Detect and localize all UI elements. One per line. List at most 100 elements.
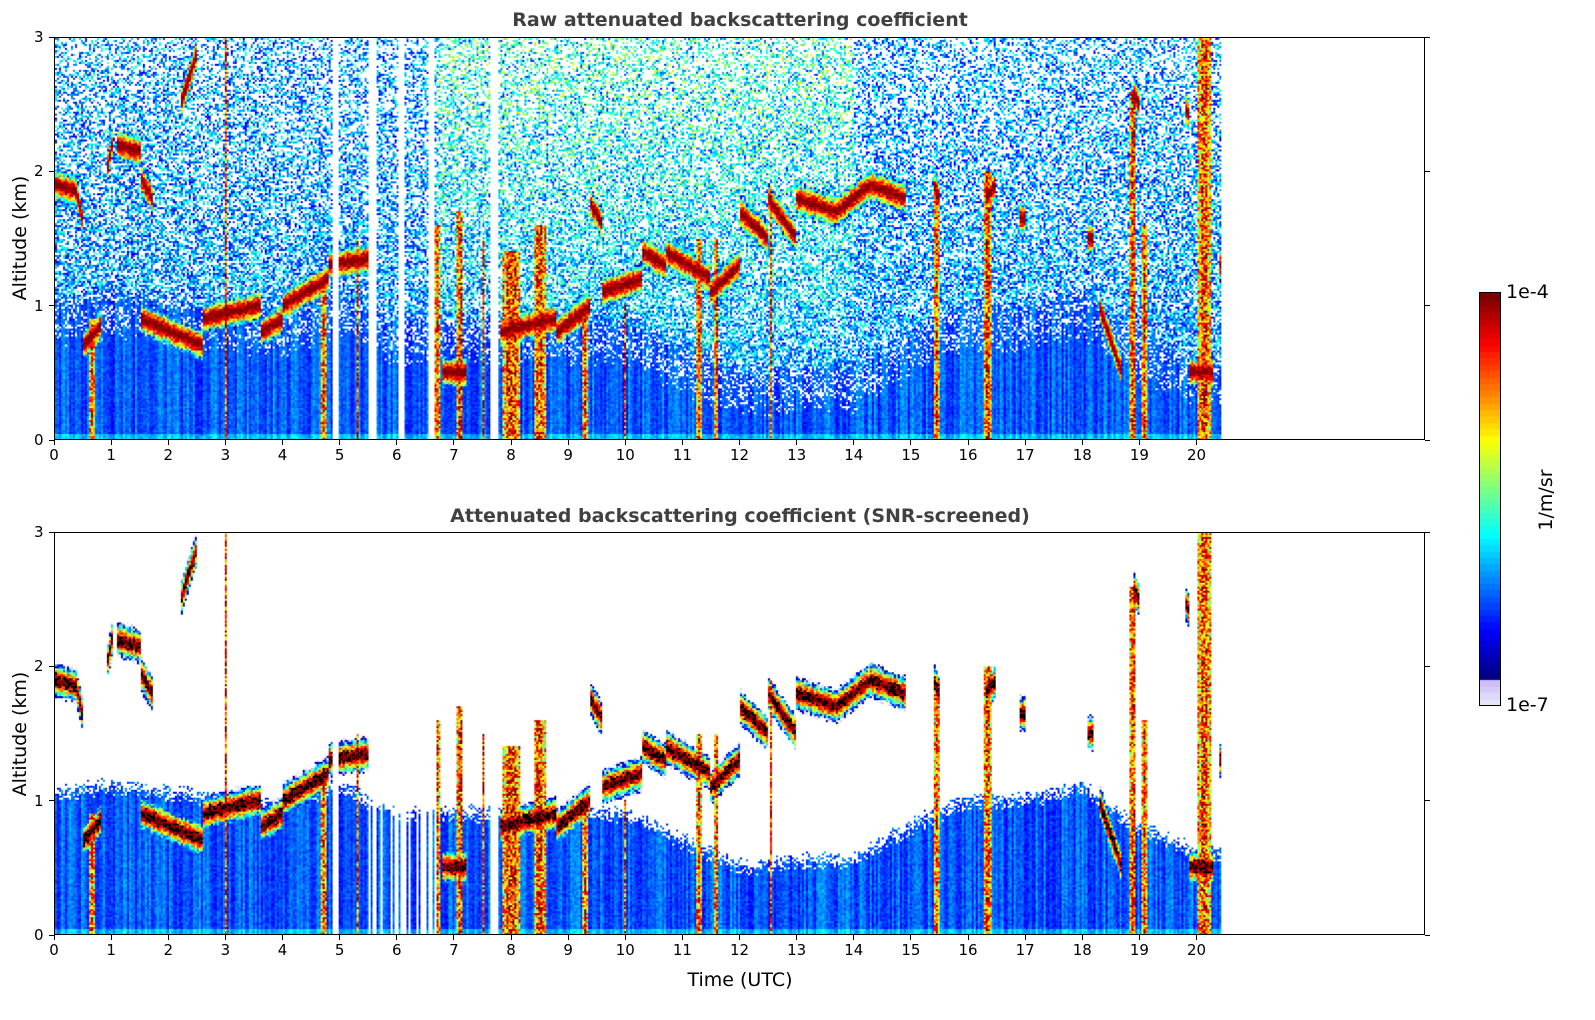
x-tick-label: 2 bbox=[163, 446, 174, 464]
x-tick-label: 13 bbox=[787, 941, 807, 959]
x-tick-label: 0 bbox=[49, 941, 59, 959]
x-tick-label: 9 bbox=[563, 446, 573, 464]
x-tick-label: 16 bbox=[958, 941, 978, 959]
y-tick-label: 0 bbox=[34, 431, 44, 449]
screened-backscatter-heatmap bbox=[55, 533, 1424, 934]
x-tick bbox=[282, 440, 283, 445]
x-tick bbox=[1138, 935, 1140, 940]
y-tick bbox=[49, 800, 54, 802]
x-tick bbox=[110, 440, 112, 445]
y-tick bbox=[49, 934, 54, 936]
colorbar-min-label: 1e-7 bbox=[1506, 694, 1549, 716]
x-tick bbox=[396, 935, 398, 940]
x-tick-label: 10 bbox=[615, 941, 635, 959]
y-tick-label: 3 bbox=[34, 28, 44, 46]
y-tick bbox=[49, 36, 54, 38]
x-tick bbox=[1196, 440, 1197, 445]
x-tick-label: 1 bbox=[106, 941, 116, 959]
y-tick bbox=[49, 439, 54, 441]
y-tick-label: 1 bbox=[34, 296, 44, 315]
y-tick-label: 2 bbox=[34, 162, 44, 181]
x-tick bbox=[967, 440, 969, 445]
top-y-axis-label: Altitude (km) bbox=[9, 175, 31, 301]
x-tick bbox=[1138, 440, 1140, 445]
raw-backscatter-plot bbox=[54, 37, 1425, 440]
x-tick bbox=[282, 935, 283, 940]
y-tick bbox=[1425, 665, 1430, 667]
y-tick bbox=[1425, 531, 1430, 533]
x-tick bbox=[567, 440, 569, 445]
y-tick bbox=[1425, 305, 1430, 307]
x-tick-label: 5 bbox=[334, 941, 345, 959]
y-tick bbox=[1425, 439, 1430, 441]
x-tick-label: 2 bbox=[163, 941, 174, 959]
y-tick bbox=[49, 531, 54, 533]
x-tick-label: 16 bbox=[958, 446, 978, 464]
x-tick-label: 4 bbox=[277, 941, 288, 959]
x-tick bbox=[339, 440, 341, 445]
x-tick-label: 6 bbox=[391, 446, 402, 464]
x-tick bbox=[167, 935, 169, 940]
x-tick bbox=[910, 440, 912, 445]
x-tick-label: 17 bbox=[1015, 941, 1035, 959]
x-tick-label: 12 bbox=[729, 941, 750, 959]
x-tick bbox=[624, 935, 626, 940]
x-tick-label: 1 bbox=[106, 446, 116, 464]
x-tick bbox=[510, 935, 512, 940]
x-tick bbox=[1024, 935, 1026, 940]
x-tick-label: 8 bbox=[506, 941, 516, 959]
x-tick-label: 15 bbox=[901, 941, 921, 959]
x-tick-label: 7 bbox=[449, 446, 459, 464]
x-tick bbox=[1081, 935, 1083, 940]
x-tick bbox=[1081, 440, 1083, 445]
x-tick-label: 3 bbox=[220, 446, 231, 464]
x-tick-label: 10 bbox=[615, 446, 635, 464]
x-tick bbox=[339, 935, 341, 940]
y-tick-label: 2 bbox=[34, 657, 44, 676]
y-tick-label: 0 bbox=[34, 926, 44, 944]
y-tick-label: 1 bbox=[34, 791, 44, 810]
x-tick-label: 9 bbox=[563, 941, 573, 959]
x-tick bbox=[1024, 440, 1026, 445]
x-tick-label: 20 bbox=[1186, 446, 1207, 464]
x-tick-label: 18 bbox=[1072, 446, 1092, 464]
screened-backscatter-plot bbox=[54, 532, 1425, 935]
x-tick-label: 12 bbox=[729, 446, 750, 464]
x-tick bbox=[567, 935, 569, 940]
y-tick bbox=[49, 665, 54, 667]
x-tick-label: 6 bbox=[391, 941, 402, 959]
x-tick-label: 17 bbox=[1015, 446, 1035, 464]
x-tick bbox=[796, 935, 798, 940]
x-axis-label: Time (UTC) bbox=[687, 969, 793, 991]
x-tick bbox=[453, 440, 455, 445]
x-tick bbox=[224, 440, 226, 445]
x-tick bbox=[110, 935, 112, 940]
x-tick bbox=[53, 935, 55, 940]
x-tick-label: 3 bbox=[220, 941, 231, 959]
colorbar-unit-label: 1/m/sr bbox=[1535, 469, 1557, 531]
x-tick bbox=[796, 440, 798, 445]
y-tick bbox=[49, 170, 54, 172]
x-tick-label: 14 bbox=[844, 446, 864, 464]
bottom-chart-title: Attenuated backscattering coefficient (S… bbox=[450, 505, 1030, 527]
bottom-y-axis-label: Altitude (km) bbox=[9, 671, 31, 797]
colorbar bbox=[1479, 292, 1501, 706]
x-tick bbox=[739, 935, 740, 940]
colorbar-max-label: 1e-4 bbox=[1506, 281, 1549, 303]
x-tick bbox=[396, 440, 398, 445]
y-tick bbox=[1425, 36, 1430, 38]
x-tick bbox=[853, 935, 855, 940]
x-tick bbox=[967, 935, 969, 940]
x-tick bbox=[681, 935, 683, 940]
x-tick-label: 7 bbox=[449, 941, 459, 959]
top-chart-title: Raw attenuated backscattering coefficien… bbox=[512, 9, 968, 31]
x-tick bbox=[681, 440, 683, 445]
x-tick bbox=[624, 440, 626, 445]
x-tick-label: 0 bbox=[49, 446, 59, 464]
y-tick-label: 3 bbox=[34, 523, 44, 541]
x-tick bbox=[224, 935, 226, 940]
y-tick bbox=[1425, 170, 1430, 172]
x-tick-label: 13 bbox=[787, 446, 807, 464]
x-tick-label: 19 bbox=[1129, 941, 1149, 959]
y-tick bbox=[49, 305, 54, 307]
